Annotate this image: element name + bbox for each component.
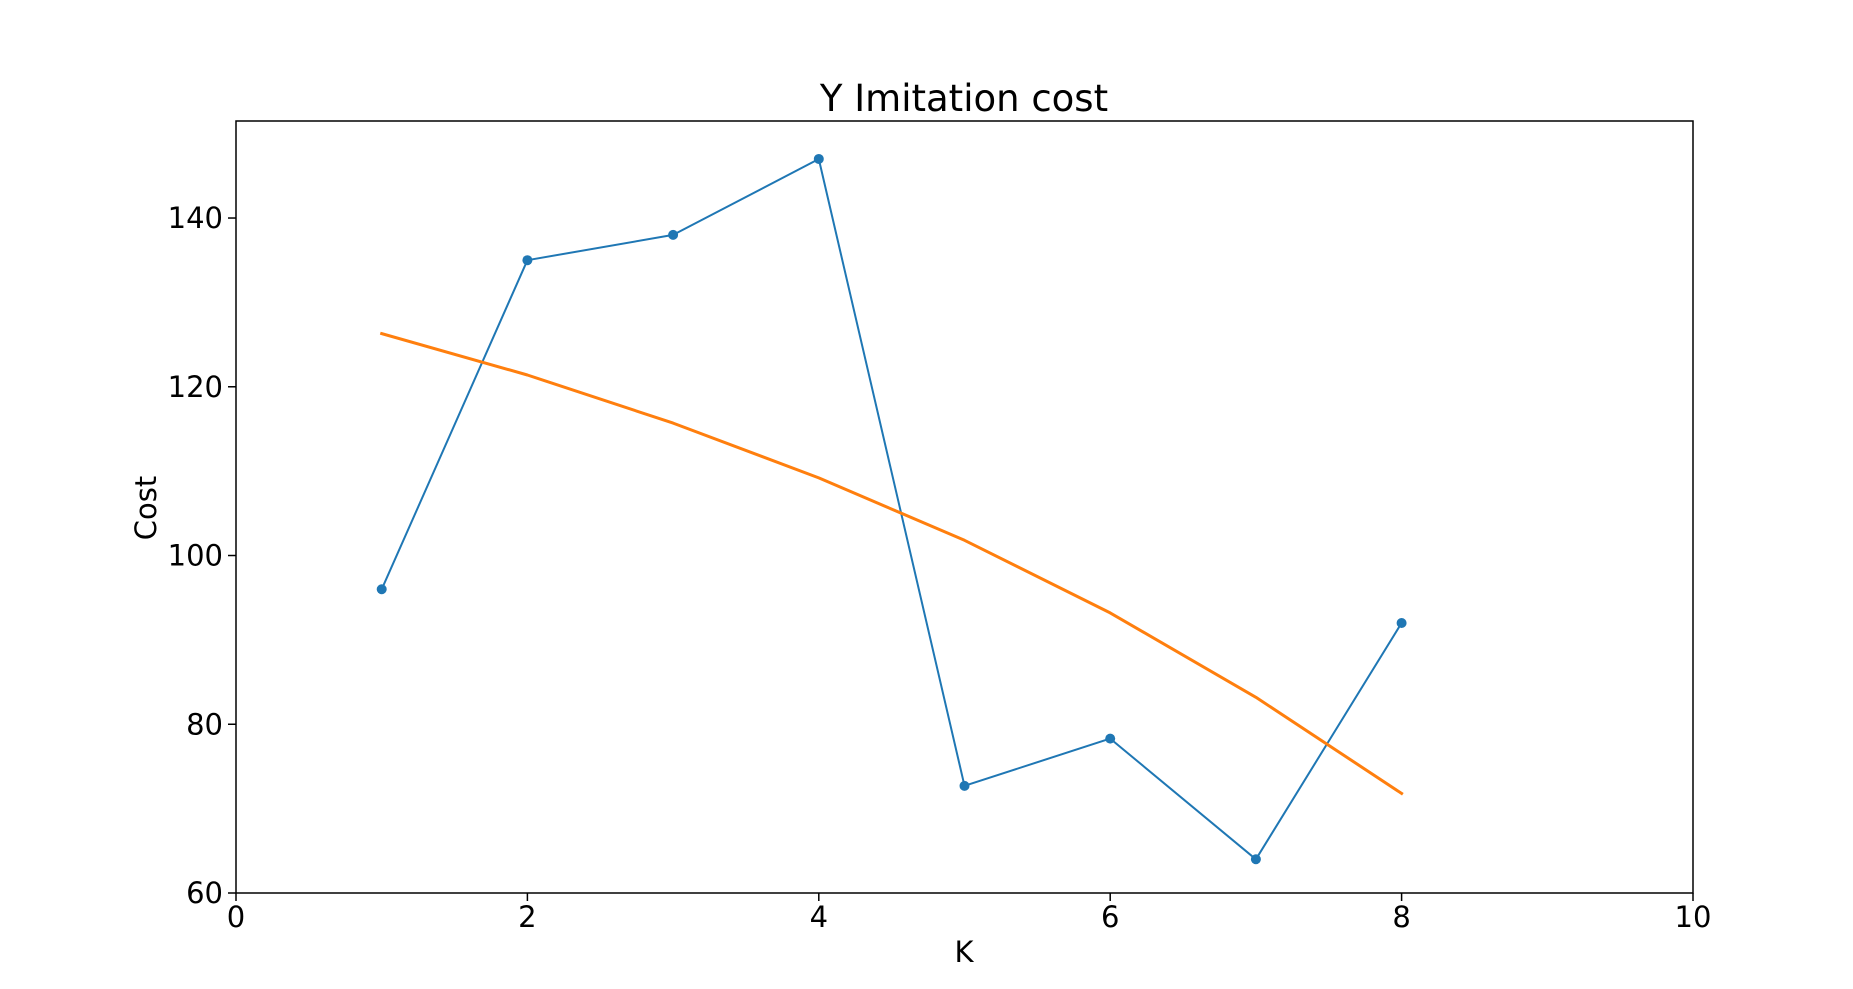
data-point-cost bbox=[1105, 733, 1116, 744]
y-tick-label: 140 bbox=[168, 201, 223, 235]
y-tick-label: 100 bbox=[168, 539, 223, 573]
x-tick-label: 0 bbox=[227, 900, 245, 934]
x-tick-label: 10 bbox=[1675, 900, 1712, 934]
y-axis-title: Cost bbox=[129, 476, 163, 540]
data-point-cost bbox=[813, 153, 824, 164]
x-tick-label: 2 bbox=[518, 900, 536, 934]
y-tick-label: 80 bbox=[186, 707, 223, 741]
x-tick-label: 8 bbox=[1392, 900, 1410, 934]
data-point-cost bbox=[376, 584, 387, 595]
y-tick-label: 60 bbox=[186, 876, 223, 910]
data-point-cost bbox=[1396, 618, 1407, 629]
data-point-cost bbox=[522, 255, 533, 266]
series-line-trend bbox=[379, 331, 1404, 796]
x-tick-label: 4 bbox=[810, 900, 828, 934]
chart-title: Y Imitation cost bbox=[819, 77, 1108, 120]
x-tick-label: 6 bbox=[1101, 900, 1119, 934]
series-line-cost bbox=[380, 158, 1403, 861]
data-point-cost bbox=[668, 229, 679, 240]
data-point-cost bbox=[1250, 854, 1261, 865]
x-axis-title: K bbox=[954, 935, 974, 969]
plot-area: 0 2 4 6 8 10 60 80 100 120 140 bbox=[168, 120, 1712, 934]
y-tick-label: 120 bbox=[168, 370, 223, 404]
data-point-cost bbox=[959, 780, 970, 791]
plot-frame bbox=[235, 120, 1694, 894]
